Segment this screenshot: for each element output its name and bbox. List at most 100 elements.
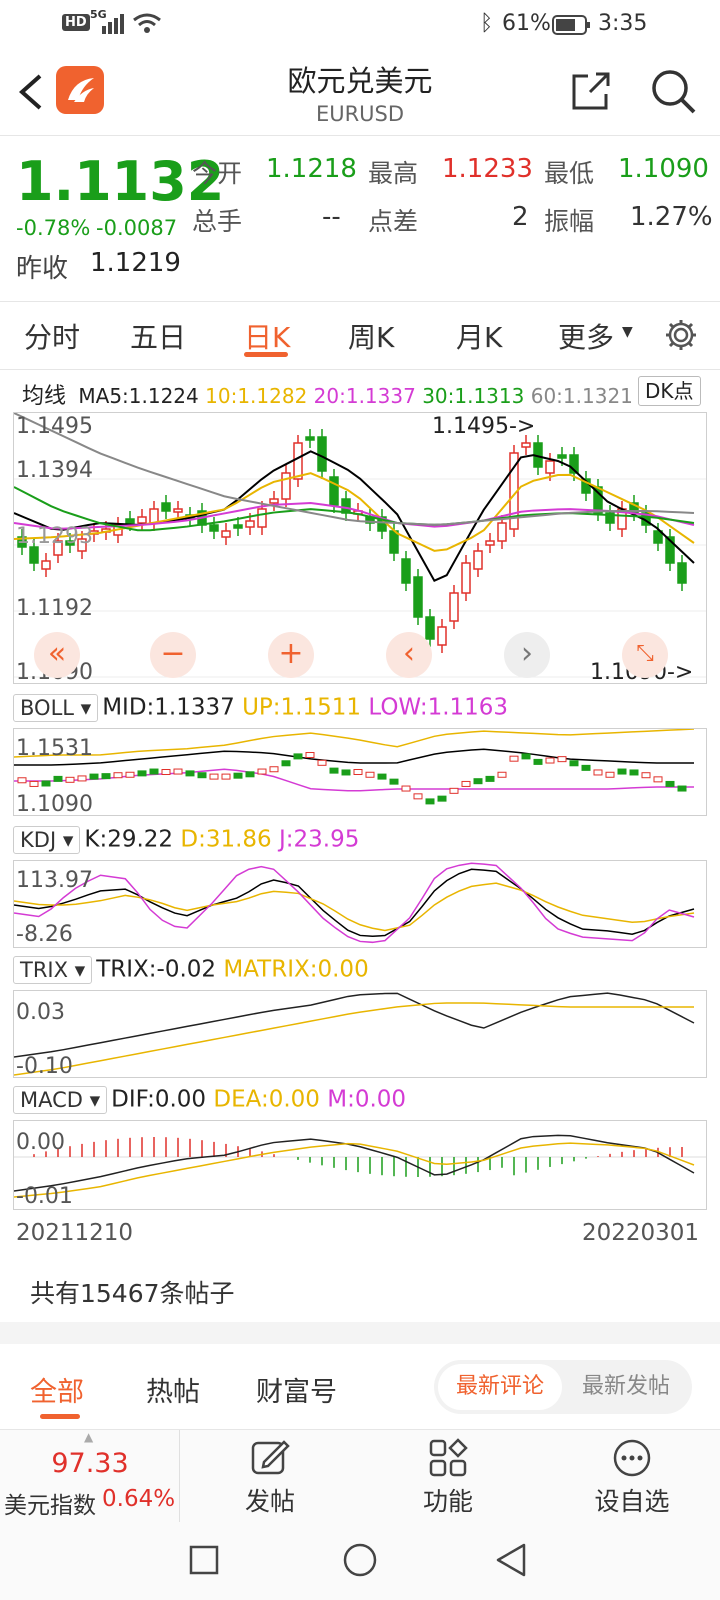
sort-latest-post[interactable]: 最新发帖 (581, 1374, 670, 1399)
boll-candle (557, 756, 567, 763)
dollar-index-widget[interactable]: ▲ 97.33 美元指数 0.64% (0, 1430, 180, 1522)
battery-icon (552, 15, 590, 35)
tab-daily-k[interactable]: 日K (244, 321, 291, 354)
last-price: 1.1132 (16, 150, 225, 213)
macd-chart[interactable] (13, 1120, 707, 1210)
candle-body (329, 476, 339, 506)
candle-body (389, 530, 399, 554)
tab-weekly-k[interactable]: 周K (348, 321, 395, 354)
kdj-k-line (13, 868, 695, 938)
trix-chart[interactable] (13, 990, 707, 1078)
change-amount: -0.0087 (96, 216, 178, 240)
boll-candle (569, 760, 579, 767)
zoom-in-button[interactable]: + (268, 632, 314, 678)
bluetooth-icon: ᛒ (480, 11, 494, 36)
add-watchlist-button[interactable]: 设自选 (584, 1436, 680, 1520)
feed-tabs: 全部 热帖 财富号 最新评论 最新发帖 (0, 1344, 720, 1430)
tab-minute[interactable]: 分时 (24, 321, 81, 354)
quote-panel: 1.1132 -0.78% -0.0087 昨收 1.1219 今开 1.121… (0, 136, 720, 302)
boll-candle (161, 769, 171, 776)
boll-candle (257, 768, 267, 775)
feed-tab-all[interactable]: 全部 (30, 1377, 84, 1408)
trix-selector[interactable]: TRIX ▾ (13, 956, 93, 984)
post-button[interactable]: 发帖 (228, 1436, 312, 1520)
boll-candle (437, 795, 447, 802)
candle-body (605, 512, 615, 524)
boll-chart[interactable] (13, 728, 707, 816)
tab-five-day[interactable]: 五日 (130, 321, 187, 354)
boll-candle (593, 769, 603, 776)
candle-body (17, 536, 27, 548)
candle-body (653, 530, 663, 544)
boll-candle (473, 778, 483, 785)
settings-gear-icon[interactable] (664, 318, 698, 352)
prev-close-label: 昨收 (16, 254, 69, 284)
boll-candle (89, 773, 99, 780)
status-bar: HD 5G ᛒ 61% 3:35 (0, 0, 720, 50)
watchlist-label: 设自选 (594, 1487, 670, 1516)
scroll-left-fast-button[interactable]: « (34, 632, 80, 678)
candle-body (485, 540, 495, 546)
tab-more[interactable]: 更多 (558, 321, 615, 354)
candle-body (161, 502, 171, 512)
candle-body (65, 540, 75, 546)
tab-monthly-k[interactable]: 月K (456, 321, 503, 354)
boll-candle (317, 759, 327, 766)
candle-body (269, 498, 279, 504)
candle-body (461, 562, 471, 594)
hd-indicator: HD (62, 14, 90, 31)
grid-icon (429, 1438, 468, 1477)
boll-plot (13, 728, 695, 805)
feed-tab-fortune[interactable]: 财富号 (256, 1377, 337, 1408)
candle-body (497, 522, 507, 542)
macd-dif: DIF:0.00 (111, 1086, 207, 1113)
macd-selector[interactable]: MACD ▾ (13, 1086, 108, 1114)
back-icon[interactable] (16, 72, 44, 112)
amplitude-value: 1.27% (630, 202, 713, 232)
boll-candle (353, 769, 363, 776)
boll-selector[interactable]: BOLL ▾ (13, 694, 99, 722)
boll-candle (449, 787, 459, 794)
wifi-icon (133, 13, 161, 33)
candle-body (677, 562, 687, 584)
kdj-j-line (13, 862, 695, 944)
fullscreen-icon[interactable]: ⤡ (622, 632, 668, 678)
candle-body (233, 524, 243, 529)
active-tab-indicator (244, 352, 288, 357)
boll-low: LOW:1.1163 (368, 694, 509, 721)
dk-point-button[interactable]: DK点 (638, 376, 701, 406)
kdj-chart[interactable] (13, 860, 707, 948)
change-percent: -0.78% (16, 216, 91, 240)
scroll-left-button[interactable]: ‹ (386, 632, 432, 678)
candle-body (29, 546, 39, 564)
function-button[interactable]: 功能 (406, 1436, 490, 1520)
trix-line (13, 992, 695, 1058)
scroll-right-button[interactable]: › (504, 632, 550, 678)
page-subtitle: EURUSD (315, 102, 405, 126)
page-title: 欧元兑美元 (287, 64, 433, 98)
kdj-selector[interactable]: KDJ ▾ (13, 826, 81, 854)
macd-dea-line (13, 1142, 695, 1198)
sort-latest-comment[interactable]: 最新评论 (438, 1364, 562, 1410)
kdj-y-bottom: -8.26 (16, 922, 73, 947)
search-icon[interactable] (650, 68, 698, 116)
home-icon[interactable] (342, 1542, 378, 1578)
post-label: 发帖 (244, 1487, 295, 1516)
boll-candle (641, 772, 651, 779)
boll-mid: MID:1.1337 (102, 694, 235, 721)
kdj-d: D:31.86 (180, 826, 272, 853)
kdj-k: K:29.22 (84, 826, 174, 853)
function-label: 功能 (422, 1487, 473, 1516)
kline-chart[interactable] (13, 412, 707, 684)
nav-back-icon[interactable] (494, 1542, 528, 1578)
signal-icon (102, 14, 124, 34)
share-icon[interactable] (570, 70, 612, 112)
feed-tab-hot[interactable]: 热帖 (146, 1377, 200, 1408)
kline-plot (13, 412, 706, 678)
boll-candle (509, 755, 519, 762)
zoom-out-button[interactable]: − (150, 632, 196, 678)
boll-candle (173, 768, 183, 775)
recent-apps-icon[interactable] (188, 1544, 220, 1576)
boll-candle (281, 760, 291, 767)
trix-header: TRIX ▾ TRIX:-0.02 MATRIX:0.00 (13, 956, 369, 984)
